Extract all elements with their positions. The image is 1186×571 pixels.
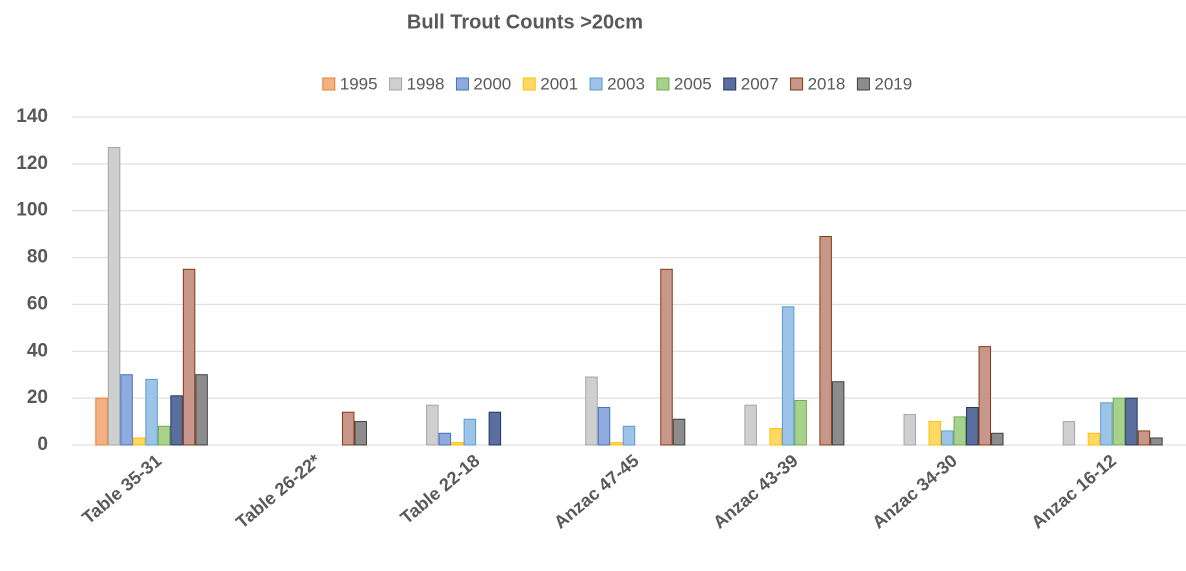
x-tick-label: Table 22-18 bbox=[397, 450, 484, 527]
bar bbox=[941, 430, 954, 446]
bar bbox=[170, 395, 183, 446]
y-tick-label: 100 bbox=[16, 200, 48, 221]
bar bbox=[438, 432, 452, 446]
bar bbox=[488, 411, 502, 446]
bar bbox=[1125, 397, 1138, 446]
legend-swatch bbox=[856, 77, 870, 91]
bar bbox=[132, 437, 146, 446]
x-tick-label: Anzac 34-30 bbox=[868, 450, 961, 532]
x-tick-label: Anzac 43-39 bbox=[709, 450, 802, 532]
bar bbox=[953, 416, 967, 446]
bar bbox=[1100, 402, 1113, 446]
legend-swatch bbox=[322, 77, 336, 91]
x-tick-label: Anzac 16-12 bbox=[1027, 450, 1120, 532]
bar bbox=[819, 235, 832, 446]
y-tick-label: 0 bbox=[37, 434, 48, 455]
bar bbox=[991, 432, 1004, 446]
bar bbox=[107, 146, 121, 446]
bar bbox=[744, 404, 757, 446]
bar bbox=[120, 374, 133, 446]
x-tick-label: Anzac 47-45 bbox=[550, 450, 643, 532]
bar bbox=[928, 421, 942, 446]
chart-title: Bull Trout Counts >20cm bbox=[407, 11, 643, 33]
bar bbox=[769, 428, 782, 446]
legend-label: 2018 bbox=[808, 74, 846, 93]
bar bbox=[1150, 437, 1163, 446]
bar bbox=[195, 374, 208, 446]
bar bbox=[903, 414, 917, 446]
bar bbox=[1062, 421, 1076, 446]
y-tick-label: 80 bbox=[27, 247, 48, 268]
y-tick-label: 20 bbox=[27, 387, 48, 408]
bar bbox=[672, 418, 686, 446]
legend-label: 2019 bbox=[874, 74, 912, 93]
legend-label: 2001 bbox=[540, 74, 578, 93]
legend-label: 1998 bbox=[407, 74, 445, 93]
bar bbox=[157, 425, 171, 446]
legend-swatch bbox=[589, 77, 603, 91]
bar bbox=[622, 425, 636, 446]
bar bbox=[585, 376, 598, 446]
legend-label: 2000 bbox=[473, 74, 511, 93]
y-tick-label: 60 bbox=[27, 293, 48, 314]
x-tick-label: Table 26-22* bbox=[232, 450, 324, 532]
legend-swatch bbox=[522, 77, 536, 91]
bar bbox=[781, 306, 795, 446]
bar bbox=[660, 268, 673, 446]
bar bbox=[426, 404, 439, 446]
legend-label: 2007 bbox=[741, 74, 779, 93]
bar bbox=[341, 411, 355, 446]
legend-swatch bbox=[656, 77, 670, 91]
legend-swatch bbox=[389, 77, 403, 91]
bar bbox=[831, 381, 845, 446]
x-tick-label: Table 35-31 bbox=[78, 450, 165, 527]
bar bbox=[145, 378, 158, 446]
legend-label: 2005 bbox=[674, 74, 712, 93]
legend-label: 2003 bbox=[607, 74, 645, 93]
legend-label: 1995 bbox=[340, 74, 378, 93]
bar bbox=[95, 397, 108, 446]
bar bbox=[597, 407, 611, 446]
bar bbox=[463, 418, 477, 446]
bar bbox=[610, 442, 623, 446]
bar bbox=[1087, 432, 1101, 446]
bar bbox=[451, 442, 464, 446]
y-tick-label: 120 bbox=[16, 153, 48, 174]
bar bbox=[1112, 397, 1126, 446]
legend-swatch bbox=[723, 77, 737, 91]
legend: 1995 1998 2000 2001 2003 2005 2007 2018 2019 bbox=[322, 74, 912, 93]
legend-swatch bbox=[790, 77, 804, 91]
y-tick-label: 40 bbox=[27, 340, 48, 361]
legend-swatch bbox=[455, 77, 469, 91]
bar bbox=[966, 407, 979, 446]
bar bbox=[1137, 430, 1151, 446]
bar bbox=[978, 346, 992, 446]
bar bbox=[182, 268, 196, 446]
bar bbox=[354, 421, 367, 446]
y-tick-label: 140 bbox=[16, 106, 48, 127]
bar bbox=[794, 399, 807, 446]
